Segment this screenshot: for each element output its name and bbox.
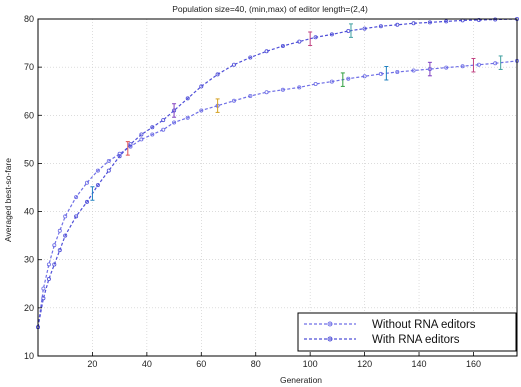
y-axis-label: Averaged best-so-fare	[3, 158, 13, 242]
series-point-with-rna-editors	[476, 17, 481, 22]
x-tick-label: 40	[142, 359, 152, 369]
series-point-with-rna-editors	[46, 276, 51, 281]
series-point-with-rna-editors	[215, 72, 220, 77]
series-point-without-rna-editors	[264, 90, 269, 95]
series-point-without-rna-editors	[378, 71, 383, 76]
x-tick-label: 80	[251, 359, 261, 369]
legend: Without RNA editors With RNA editors	[297, 312, 517, 352]
y-tick-label: 50	[24, 158, 34, 168]
x-tick-label: 20	[87, 359, 97, 369]
series-point-without-rna-editors	[74, 195, 79, 200]
series-point-with-rna-editors	[128, 142, 133, 147]
axis-ticks: 20 40 60 80 100 120 140 160 10 20 30 40 50 60 70 80	[24, 14, 481, 369]
series-point-without-rna-editors	[172, 120, 177, 125]
series-point-with-rna-editors	[150, 125, 155, 130]
series-point-without-rna-editors	[150, 132, 155, 137]
series-point-without-rna-editors	[346, 76, 351, 81]
series-point-without-rna-editors	[161, 127, 166, 132]
series-point-without-rna-editors	[231, 98, 236, 103]
series-point-with-rna-editors	[117, 154, 122, 159]
series-layer	[36, 16, 520, 330]
series-point-without-rna-editors	[185, 115, 190, 120]
series-point-without-rna-editors	[329, 79, 334, 84]
x-tick-label: 160	[466, 359, 481, 369]
series-point-with-rna-editors	[313, 35, 318, 40]
y-tick-label: 80	[24, 14, 34, 24]
series-point-with-rna-editors	[139, 132, 144, 137]
series-point-with-rna-editors	[199, 84, 204, 89]
y-tick-label: 40	[24, 207, 34, 217]
series-point-without-rna-editors	[57, 228, 62, 233]
series-point-without-rna-editors	[476, 62, 481, 67]
series-point-with-rna-editors	[427, 20, 432, 25]
series-point-without-rna-editors	[313, 82, 318, 87]
series-point-with-rna-editors	[248, 55, 253, 60]
series-point-with-rna-editors	[57, 248, 62, 253]
series-point-with-rna-editors	[395, 22, 400, 27]
legend-marker-with-rna	[327, 336, 333, 342]
y-tick-label: 30	[24, 255, 34, 265]
series-line-without-rna-editors	[37, 60, 518, 328]
series-point-without-rna-editors	[280, 87, 285, 92]
series-point-with-rna-editors	[41, 296, 46, 301]
series-point-without-rna-editors	[139, 137, 144, 142]
y-tick-label: 10	[24, 351, 34, 361]
x-tick-label: 140	[412, 359, 427, 369]
y-tick-label: 20	[24, 303, 34, 313]
series-point-without-rna-editors	[395, 70, 400, 75]
series-point-without-rna-editors	[493, 61, 498, 66]
series-point-with-rna-editors	[378, 24, 383, 29]
series-point-with-rna-editors	[297, 39, 302, 44]
series-point-with-rna-editors	[74, 214, 79, 219]
series-point-with-rna-editors	[329, 32, 334, 37]
series-point-without-rna-editors	[460, 64, 465, 69]
series-point-without-rna-editors	[411, 68, 416, 73]
series-point-with-rna-editors	[411, 21, 416, 26]
series-point-with-rna-editors	[161, 118, 166, 123]
series-point-with-rna-editors	[106, 168, 111, 173]
series-point-without-rna-editors	[41, 286, 46, 291]
series-point-without-rna-editors	[199, 108, 204, 113]
series-point-without-rna-editors	[248, 94, 253, 99]
series-point-with-rna-editors	[346, 28, 351, 33]
series-point-with-rna-editors	[280, 44, 285, 49]
x-tick-label: 120	[357, 359, 372, 369]
series-point-with-rna-editors	[264, 49, 269, 54]
legend-label-without-rna: Without RNA editors	[372, 319, 476, 331]
series-point-without-rna-editors	[95, 168, 100, 173]
series-point-with-rna-editors	[52, 262, 57, 267]
legend-label-with-rna: With RNA editors	[372, 334, 460, 346]
x-tick-label: 60	[196, 359, 206, 369]
series-point-with-rna-editors	[444, 19, 449, 24]
legend-marker-without-rna	[327, 321, 333, 327]
x-tick-label: 100	[303, 359, 318, 369]
chart-title: Population size=40, (min,max) of editor …	[172, 4, 368, 14]
series-point-with-rna-editors	[95, 183, 100, 188]
y-tick-label: 70	[24, 62, 34, 72]
series-point-without-rna-editors	[444, 65, 449, 70]
series-point-without-rna-editors	[46, 262, 51, 267]
series-point-without-rna-editors	[297, 85, 302, 90]
series-point-with-rna-editors	[85, 199, 90, 204]
x-axis-label: Generation	[280, 375, 322, 385]
legend-box	[297, 312, 517, 352]
series-point-with-rna-editors	[231, 62, 236, 67]
series-point-with-rna-editors	[362, 26, 367, 31]
series-point-without-rna-editors	[106, 158, 111, 163]
series-point-without-rna-editors	[362, 74, 367, 79]
series-point-with-rna-editors	[63, 233, 68, 238]
series-point-without-rna-editors	[85, 180, 90, 185]
plot-frame	[37, 18, 518, 357]
y-tick-label: 60	[24, 110, 34, 120]
series-line-with-rna-editors	[37, 18, 518, 328]
series-point-without-rna-editors	[63, 214, 68, 219]
series-point-without-rna-editors	[52, 243, 57, 248]
series-point-with-rna-editors	[185, 96, 190, 101]
